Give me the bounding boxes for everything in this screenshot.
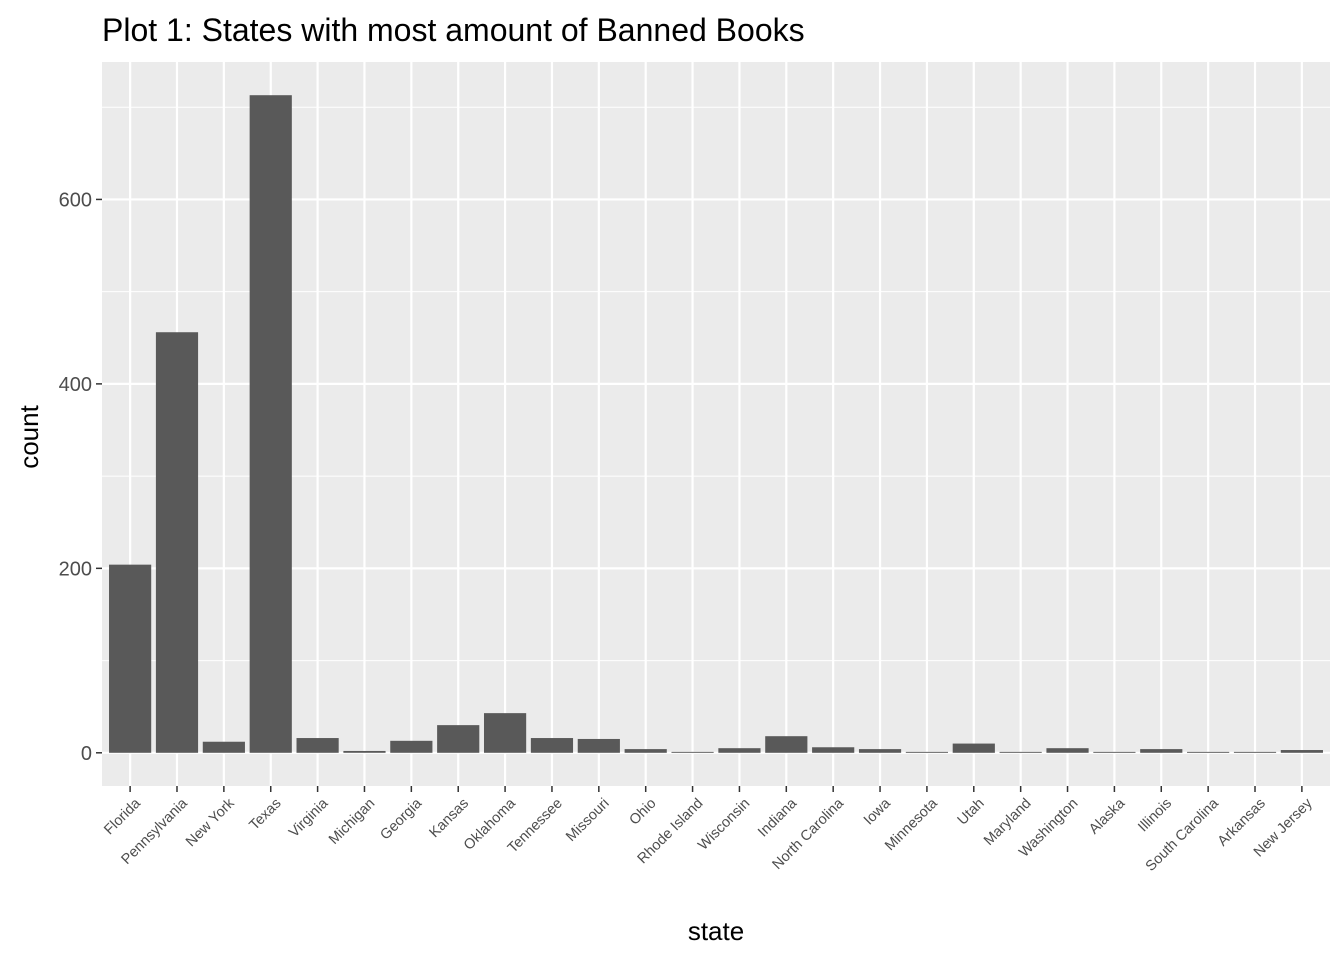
x-axis-label: state	[688, 916, 744, 946]
chart-title: Plot 1: States with most amount of Banne…	[102, 12, 805, 48]
x-tick-label: Texas	[246, 796, 284, 834]
bar-wisconsin	[718, 748, 761, 753]
bar-texas	[249, 95, 292, 753]
bar-pennsylvania	[155, 332, 199, 753]
x-tick-label: Missouri	[563, 796, 612, 845]
x-tick-label: Indiana	[755, 795, 801, 841]
bar-washington	[1046, 748, 1089, 753]
bar-kansas	[437, 725, 480, 753]
bar-michigan	[343, 750, 386, 753]
x-tick-label: Wisconsin	[695, 796, 753, 854]
bar-alaska	[1093, 751, 1136, 753]
bar-minnesota	[905, 751, 949, 753]
x-tick-label: Florida	[101, 795, 144, 838]
y-tick-label: 200	[59, 558, 92, 580]
x-tick-label: Michigan	[326, 796, 378, 848]
bar-illinois	[1140, 749, 1183, 753]
x-tick-label: Illinois	[1135, 796, 1175, 836]
bar-ohio	[624, 749, 667, 753]
y-tick-label: 400	[59, 374, 92, 396]
bar-maryland	[999, 751, 1042, 753]
bar-oklahoma	[483, 713, 527, 753]
y-axis-label: count	[14, 404, 44, 468]
bar-florida	[109, 564, 152, 753]
y-tick-label: 600	[59, 189, 92, 211]
x-tick-label: Kansas	[427, 796, 473, 842]
bar-new-york	[202, 741, 245, 753]
bar-georgia	[390, 740, 433, 753]
x-tick-label: Minnesota	[882, 795, 941, 854]
x-tick-label: Ohio	[627, 796, 660, 829]
x-tick-label: Utah	[955, 796, 988, 829]
plot-panel	[102, 62, 1330, 786]
x-tick-label: Georgia	[377, 795, 425, 843]
bar-tennessee	[530, 738, 574, 753]
x-tick-label: Alaska	[1086, 795, 1129, 838]
bar-indiana	[765, 736, 808, 753]
bar-virginia	[296, 738, 339, 753]
bar-iowa	[858, 749, 902, 753]
y-tick-label: 0	[81, 743, 92, 765]
x-tick-label: Iowa	[861, 795, 895, 829]
bar-missouri	[577, 738, 620, 753]
bar-rhode-island	[671, 751, 714, 753]
bar-utah	[952, 743, 995, 753]
bar-south-carolina	[1187, 751, 1230, 753]
bar-arkansas	[1233, 751, 1277, 753]
x-tick-label: New York	[183, 795, 238, 850]
bar-new-jersey	[1280, 750, 1323, 753]
bar-north-carolina	[812, 747, 855, 753]
x-tick-label: Virginia	[286, 795, 332, 841]
